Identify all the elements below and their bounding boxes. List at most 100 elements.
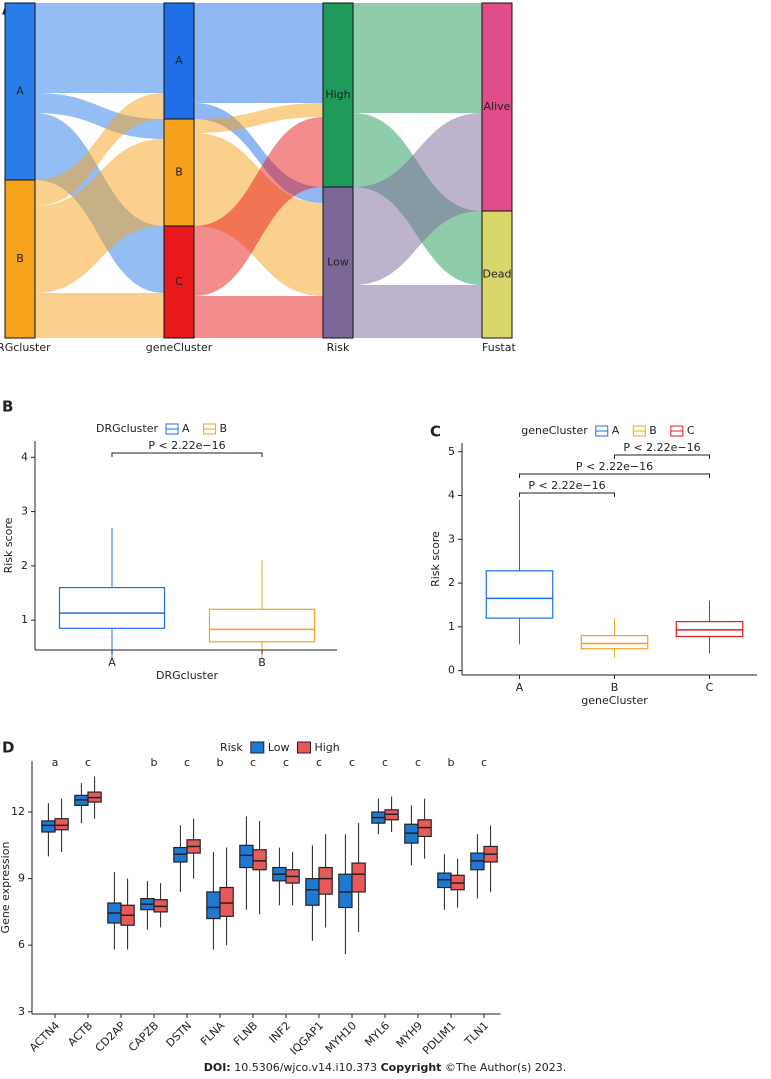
flow — [194, 3, 323, 103]
stage-label: Fustat — [482, 341, 516, 354]
y-tick-label: 12 — [11, 805, 25, 818]
node-label: Low — [327, 256, 349, 269]
y-tick-label: 0 — [448, 664, 455, 677]
x-tick-label: C — [706, 681, 714, 694]
y-tick-label: 4 — [448, 489, 455, 502]
y-axis-label: Gene expression — [0, 842, 12, 934]
box — [206, 891, 221, 920]
x-tick-label: A — [108, 656, 116, 669]
x-tick-label: A — [516, 681, 524, 694]
y-tick-label: 2 — [448, 576, 455, 589]
p-value: P < 2.22e−16 — [528, 479, 605, 492]
box — [41, 820, 56, 833]
node-label: A — [175, 54, 183, 67]
significance: c — [349, 756, 355, 769]
node — [163, 2, 195, 120]
doi: 10.5306/wjco.v14.i10.373 — [234, 1061, 377, 1074]
legend-title: DRGcluster — [96, 422, 159, 435]
stage-label: CRGcluster — [0, 341, 51, 354]
node — [163, 225, 195, 339]
y-tick-label: 1 — [21, 613, 28, 626]
legend-label: A — [612, 424, 620, 437]
flow — [353, 3, 482, 113]
x-axis-label: DRGcluster — [156, 669, 219, 682]
node-label: C — [175, 275, 183, 288]
significance: b — [448, 756, 455, 769]
node-label: High — [325, 88, 350, 101]
legend-label: High — [314, 741, 339, 754]
node — [4, 179, 36, 339]
x-tick-label: FLNA — [198, 1019, 227, 1048]
x-tick-label: CAPZB — [126, 1019, 161, 1054]
significance: b — [151, 756, 158, 769]
box — [351, 862, 366, 893]
x-tick-label: MYH10 — [323, 1019, 359, 1055]
node-label: B — [16, 252, 24, 265]
legend-label: B — [220, 422, 228, 435]
legend-title: geneCluster — [521, 424, 588, 437]
x-axis-label: geneCluster — [581, 694, 648, 707]
flow — [353, 113, 482, 285]
x-tick-label: FLNB — [231, 1019, 260, 1048]
significance: c — [316, 756, 322, 769]
bracket — [519, 473, 710, 478]
legend-label: A — [182, 422, 190, 435]
flow — [353, 285, 482, 338]
node-label: B — [175, 166, 183, 179]
flow — [35, 139, 164, 293]
x-tick-label: INF2 — [267, 1019, 294, 1046]
y-tick-label: 3 — [18, 1005, 25, 1018]
y-tick-label: 3 — [21, 505, 28, 518]
box — [580, 635, 649, 650]
significance: a — [52, 756, 59, 769]
x-tick-label: PDLIM1 — [420, 1019, 458, 1057]
box — [485, 570, 554, 619]
significance: c — [481, 756, 487, 769]
legend-label: Low — [268, 741, 290, 754]
panel-label: D — [2, 739, 14, 757]
y-tick-label: 5 — [448, 445, 455, 458]
box — [675, 620, 744, 638]
node-label: Dead — [483, 268, 512, 281]
doi-label: DOI: — [204, 1061, 231, 1074]
node — [322, 2, 354, 188]
x-tick-label: IQGAP1 — [288, 1019, 327, 1058]
legend-key — [296, 741, 311, 754]
x-tick-label: ACTB — [65, 1019, 95, 1049]
node — [481, 2, 513, 212]
x-tick-label: DSTN — [164, 1019, 195, 1050]
panel-label: B — [2, 398, 13, 416]
y-axis-label: Risk score — [2, 517, 15, 573]
box — [219, 886, 234, 917]
y-tick-label: 6 — [18, 938, 25, 951]
legend-key — [250, 741, 265, 754]
y-axis-label: Risk score — [429, 531, 442, 587]
box — [338, 873, 353, 909]
x-tick-label: TLN1 — [461, 1019, 491, 1049]
box — [318, 866, 333, 895]
box — [208, 608, 316, 643]
node-label: Alive — [484, 100, 511, 113]
box — [305, 878, 320, 906]
y-tick-label: 3 — [448, 532, 455, 545]
significance: c — [85, 756, 91, 769]
footer: DOI: 10.5306/wjco.v14.i10.373 Copyright … — [204, 1061, 567, 1074]
flow — [35, 293, 164, 338]
significance: c — [283, 756, 289, 769]
x-tick-label: MYL6 — [362, 1019, 392, 1049]
legend-label: B — [649, 424, 657, 437]
y-tick-label: 9 — [18, 872, 25, 885]
box — [54, 818, 69, 831]
legend-label: C — [687, 424, 695, 437]
box — [252, 849, 267, 871]
bracket — [111, 452, 263, 457]
p-value: P < 2.22e−16 — [623, 441, 700, 454]
box — [239, 844, 254, 869]
node — [4, 2, 36, 181]
panel-label: C — [430, 423, 441, 441]
flow — [194, 117, 323, 296]
y-tick-label: 1 — [448, 620, 455, 633]
node — [322, 186, 354, 339]
legend-title: Risk — [220, 741, 243, 754]
